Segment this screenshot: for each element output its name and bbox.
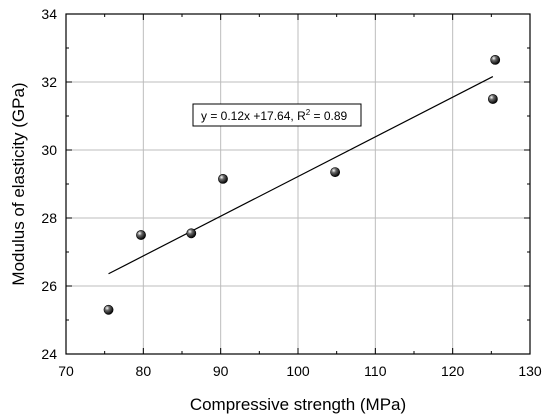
y-tick-label: 26 <box>41 278 57 294</box>
tick-labels: 70 80 90 100 110 120 130 24 26 28 30 32 34 <box>41 6 541 379</box>
y-tick-label: 28 <box>41 210 57 226</box>
grid-lines <box>66 14 530 354</box>
y-tick-label: 24 <box>41 346 57 362</box>
y-axis-title: Modulus of elasticity (GPa) <box>9 82 28 285</box>
data-point <box>136 230 146 240</box>
data-point <box>186 228 197 239</box>
data-point <box>330 167 341 177</box>
equation-box: y = 0.12x +17.64, R2 = 0.89 <box>192 103 362 127</box>
data-point <box>103 304 114 315</box>
y-tick-label: 30 <box>41 142 57 158</box>
equation-prefix: y = 0.12x +17.64, R <box>201 109 306 123</box>
data-points <box>103 55 501 315</box>
data-point <box>490 55 501 65</box>
x-tick-label: 120 <box>441 363 465 379</box>
x-axis-title: Compressive strength (MPa) <box>190 395 406 414</box>
x-tick-label: 70 <box>58 363 74 379</box>
x-tick-label: 90 <box>213 363 229 379</box>
equation-superscript: 2 <box>306 108 311 117</box>
x-tick-label: 130 <box>518 363 542 379</box>
equation-suffix: = 0.89 <box>310 109 347 123</box>
x-tick-label: 80 <box>136 363 152 379</box>
regression-line <box>108 76 494 275</box>
equation-box-frame <box>192 103 362 127</box>
equation-text: y = 0.12x +17.64, R2 = 0.89 <box>201 108 348 123</box>
data-point <box>487 94 498 104</box>
y-tick-label: 32 <box>41 74 57 90</box>
x-tick-label: 100 <box>286 363 310 379</box>
x-tick-label: 110 <box>364 363 387 379</box>
axis-ticks <box>65 13 531 355</box>
data-point <box>218 173 228 184</box>
y-tick-label: 34 <box>41 6 57 22</box>
